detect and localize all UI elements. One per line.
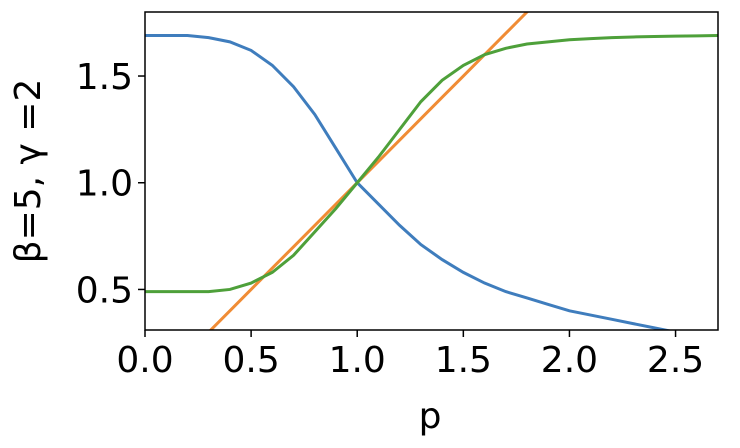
x-tick-label: 1.5 <box>435 340 492 381</box>
x-tick-label: 1.0 <box>329 340 386 381</box>
x-tick-label: 2.5 <box>647 340 704 381</box>
y-tick-label: 1.0 <box>76 164 133 205</box>
x-tick-label: 0.0 <box>116 340 173 381</box>
x-tick-label: 0.5 <box>222 340 279 381</box>
series-line <box>208 12 530 330</box>
series-line <box>145 33 673 330</box>
plot-lines <box>145 12 718 330</box>
series-line <box>145 33 718 294</box>
x-axis-label: p <box>419 396 442 437</box>
y-axis-label: β=5, γ =2 <box>8 79 49 264</box>
x-tick-label: 2.0 <box>541 340 598 381</box>
y-tick-label: 0.5 <box>76 270 133 311</box>
plot-frame <box>144 11 719 331</box>
y-tick-label: 1.5 <box>76 57 133 98</box>
